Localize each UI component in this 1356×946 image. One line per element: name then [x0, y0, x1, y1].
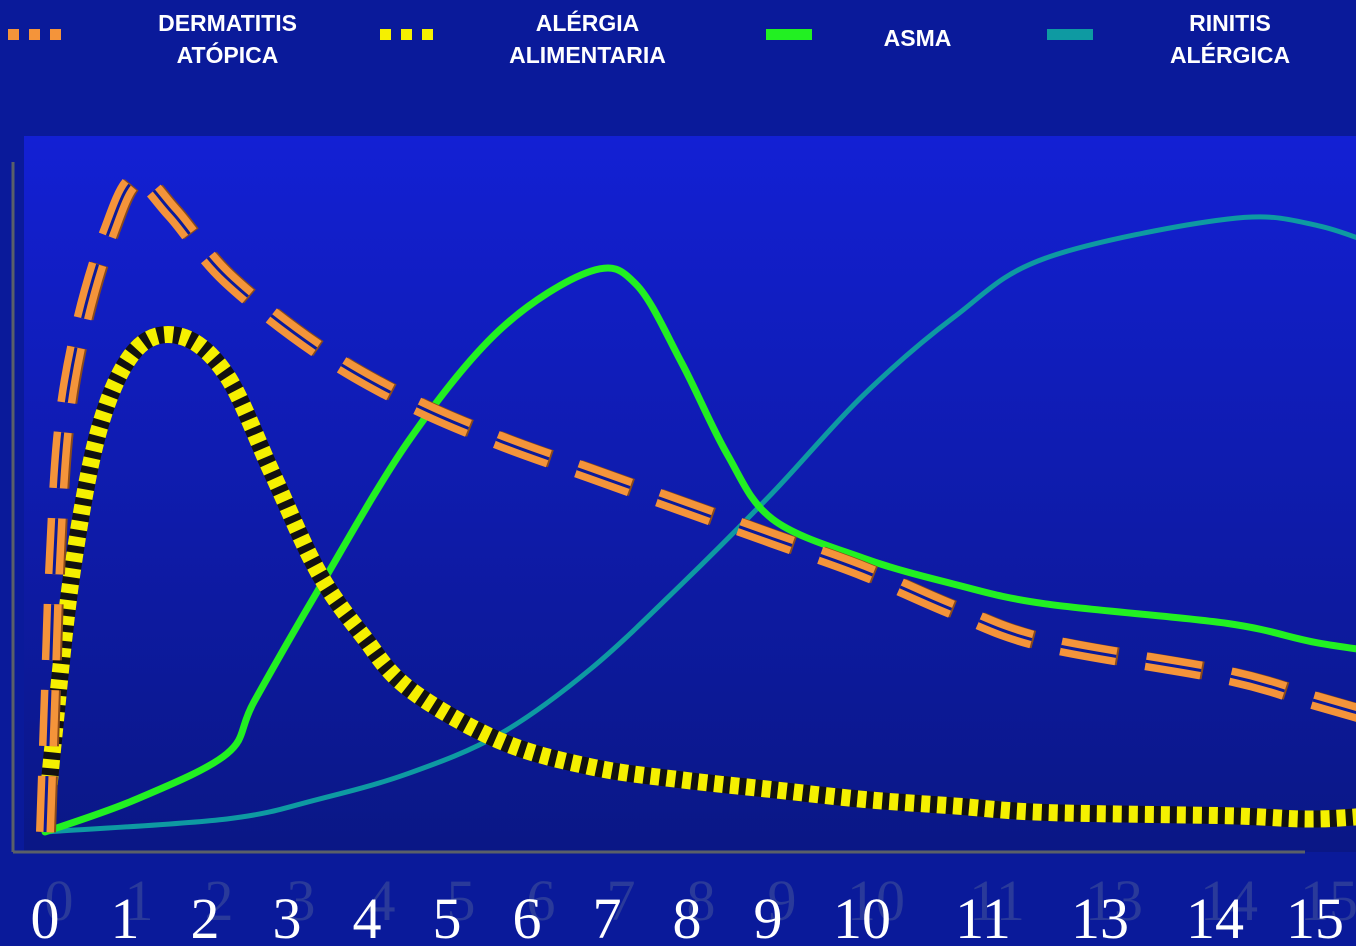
x-tick-label: 3 [273, 886, 302, 946]
x-tick-label: 11 [955, 886, 1011, 946]
x-tick-label: 0 [31, 886, 60, 946]
x-tick-label: 1 [111, 886, 140, 946]
x-tick-shadow: 8 [687, 868, 716, 933]
x-tick-shadow: 0 [45, 868, 74, 933]
x-tick-shadow: 13 [1085, 868, 1143, 933]
x-tick-label: 10 [833, 886, 891, 946]
legend-label-alergia: ALÉRGIA ALIMENTARIA [509, 10, 666, 68]
x-tick-shadow: 11 [969, 868, 1025, 933]
x-tick-shadow: 2 [205, 868, 234, 933]
x-tick-shadow: 4 [367, 868, 396, 933]
x-tick-shadow: 5 [447, 868, 476, 933]
series-alergia [36, 326, 1356, 833]
x-tick-shadow: 9 [768, 868, 797, 933]
legend-swatch-dermatitis [8, 29, 68, 40]
x-tick-shadow: 10 [847, 868, 905, 933]
legend-label-rinitis: RINITIS ALÉRGICA [1169, 10, 1291, 68]
legend-swatch-rinitis [1047, 29, 1093, 40]
legend-swatch-asma [766, 29, 812, 40]
x-tick-label: 7 [593, 886, 622, 946]
x-tick-label: 13 [1071, 886, 1129, 946]
x-tick-label: 8 [673, 886, 702, 946]
legend-label-dermatitis: DERMATITIS ATÓPICA [158, 10, 297, 68]
x-tick-shadow: 3 [287, 868, 316, 933]
x-tick-shadow: 6 [527, 868, 556, 933]
x-tick-shadow: 15 [1300, 868, 1356, 933]
x-tick-label: 6 [513, 886, 542, 946]
plot-area [24, 136, 1356, 852]
x-tick-label: 14 [1186, 886, 1244, 946]
x-tick-label: 5 [433, 886, 462, 946]
x-tick-label: 9 [754, 886, 783, 946]
series-rinitis [42, 214, 1356, 835]
legend-label-asma: ASMA [883, 25, 952, 51]
x-tick-label: 2 [191, 886, 220, 946]
x-tick-shadow: 14 [1200, 868, 1258, 933]
legend-swatch-alergia [380, 29, 440, 40]
x-tick-label: 4 [353, 886, 382, 946]
series-asma [41, 264, 1356, 836]
chart-legend: DERMATITIS ATÓPICA ALÉRGIA ALIMENTARIA A… [0, 0, 1356, 90]
x-tick-label: 15 [1286, 886, 1344, 946]
x-tick-shadow: 7 [607, 868, 636, 933]
x-tick-shadow: 1 [125, 868, 154, 933]
